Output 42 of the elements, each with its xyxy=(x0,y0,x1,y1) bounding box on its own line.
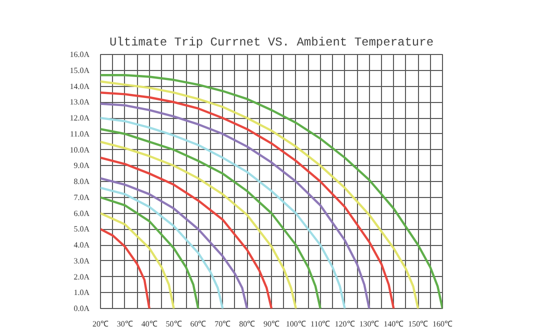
line-series xyxy=(100,186,224,308)
y-tick-label: 14.0A xyxy=(70,82,90,91)
y-tick-label: 13.0A xyxy=(70,98,90,107)
y-tick-label: 16.0A xyxy=(70,50,90,59)
x-tick-label: 70℃ xyxy=(214,320,231,328)
x-tick-label: 140℃ xyxy=(384,320,404,328)
x-tick-label: 60℃ xyxy=(190,320,206,328)
y-tick-label: 10.0A xyxy=(70,145,90,154)
y-tick-label: 0.0A xyxy=(74,304,90,313)
y-tick-label: 5.0A xyxy=(74,224,90,234)
x-tick-label: 80℃ xyxy=(239,320,256,328)
x-tick-label: 20℃ xyxy=(92,320,108,328)
y-tick-label: 3.0A xyxy=(74,256,90,266)
line-series xyxy=(100,228,150,308)
line-series xyxy=(100,156,273,308)
y-tick-label: 4.0A xyxy=(74,240,90,250)
y-tick-label: 12.0A xyxy=(70,114,90,122)
y-tick-label: 6.0A xyxy=(74,208,90,218)
x-tick-label: 130℃ xyxy=(359,320,380,328)
chart-title: Ultimate Trip Currnet VS. Ambient Temperature xyxy=(109,36,434,50)
y-tick-label: 15.0A xyxy=(70,66,90,75)
x-tick-label: 90℃ xyxy=(264,320,280,328)
y-tick-label: 8.0A xyxy=(74,177,90,186)
line-series xyxy=(100,177,248,308)
line-series xyxy=(100,140,298,308)
y-tick-label: 2.0A xyxy=(74,272,90,282)
line-series xyxy=(100,196,200,308)
x-tick-label: 110℃ xyxy=(310,320,330,328)
line-series xyxy=(100,128,322,308)
x-tick-label: 40℃ xyxy=(141,320,158,328)
x-tick-label: 150℃ xyxy=(408,320,428,328)
x-tick-label: 50℃ xyxy=(166,320,182,328)
x-tick-label: 30℃ xyxy=(116,320,133,328)
x-tick-label: 100℃ xyxy=(286,320,306,328)
line-series xyxy=(100,212,175,308)
line-series xyxy=(100,116,346,308)
x-tick-label: 120℃ xyxy=(334,320,355,328)
y-tick-label: 1.0A xyxy=(74,288,90,298)
y-tick-label: 9.0A xyxy=(74,161,90,170)
y-tick-label: 11.0A xyxy=(70,129,90,138)
y-tick-label: 7.0A xyxy=(74,192,90,202)
x-tick-label: 160℃ xyxy=(432,320,452,328)
